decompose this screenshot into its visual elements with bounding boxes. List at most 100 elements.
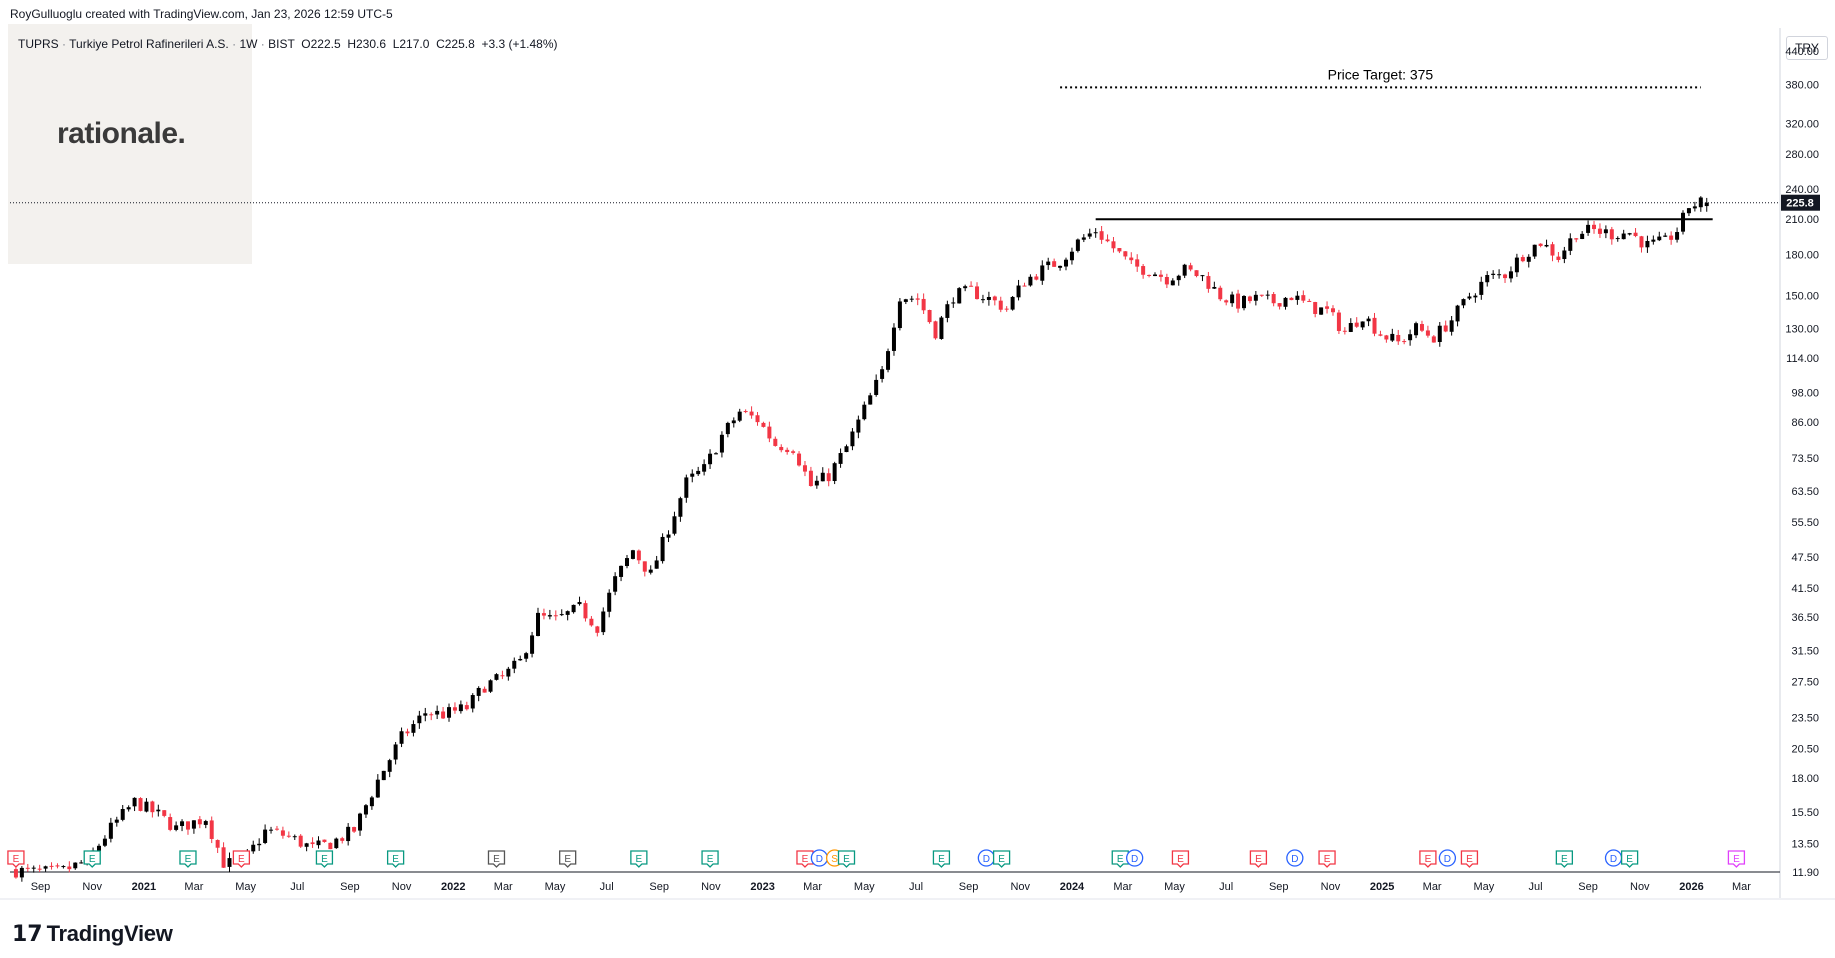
tradingview-mark-icon: 𝟭𝟳: [12, 921, 43, 946]
candle: [79, 860, 84, 864]
symbol-interval[interactable]: 1W: [239, 37, 258, 51]
candle-body: [1105, 239, 1110, 242]
price-tick-label: 180.00: [1785, 249, 1819, 261]
price-tick-label: 15.50: [1791, 807, 1819, 819]
candle: [1485, 271, 1490, 287]
candle-body: [1087, 233, 1092, 237]
candle-body: [1194, 270, 1199, 277]
price-tick-label: 73.50: [1791, 453, 1819, 465]
candle: [601, 607, 606, 636]
event-letter: E: [185, 854, 192, 865]
candle-body: [150, 801, 155, 813]
candle: [909, 295, 914, 303]
symbol-ticker[interactable]: TUPRS: [18, 37, 59, 51]
price-axis[interactable]: 440.00 380.00 320.00 280.00 240.00 210.00 180.…: [1781, 46, 1820, 879]
candle-body: [755, 415, 760, 423]
candle: [963, 284, 968, 292]
candle: [713, 452, 718, 455]
event-letter: E: [1117, 854, 1124, 865]
candle-body: [1657, 236, 1662, 241]
candle: [1532, 244, 1537, 259]
time-tick-label: 2026: [1679, 881, 1703, 893]
candle: [1348, 318, 1353, 333]
candle: [31, 865, 36, 873]
candle-body: [577, 602, 582, 605]
axes: [0, 28, 1835, 900]
candle-body: [1479, 281, 1484, 295]
candle: [1153, 272, 1158, 277]
ohlc-high: H230.6: [347, 37, 387, 51]
candle-body: [1520, 257, 1525, 262]
currency-unit-button[interactable]: TRY: [1786, 36, 1828, 60]
time-tick-label: Jul: [1529, 881, 1543, 893]
candle-body: [1550, 244, 1555, 256]
time-axis[interactable]: Sep Nov 2021 Mar May Jul Sep Nov 2022 Mar May Jul Se…: [31, 881, 1752, 893]
candle-body: [939, 317, 944, 339]
candle: [1330, 305, 1335, 316]
candle: [808, 466, 813, 487]
candle: [862, 401, 867, 421]
candle-body: [1704, 202, 1709, 207]
candle-body: [1508, 271, 1513, 279]
event-marker-e-icon: E: [1727, 850, 1746, 868]
candle: [1479, 276, 1484, 300]
candle-body: [464, 705, 469, 710]
candle-body: [749, 411, 754, 416]
candle-body: [1325, 306, 1330, 309]
candle-body: [678, 498, 683, 517]
symbol-name: Turkiye Petrol Rafinerileri A.S.: [69, 37, 229, 51]
price-tick-label: 13.50: [1791, 838, 1819, 850]
candle: [1170, 278, 1175, 286]
candle: [1004, 306, 1009, 312]
candle-body: [1040, 265, 1045, 281]
price-tick-label: 240.00: [1785, 184, 1819, 196]
candle: [1147, 274, 1152, 278]
candle-body: [1230, 294, 1235, 304]
ohlc-close: C225.8: [436, 37, 475, 51]
candle: [992, 295, 997, 306]
candle: [1580, 231, 1585, 240]
candle-body: [868, 395, 873, 405]
event-badge: [7, 850, 25, 868]
event-marker-e-icon: E: [1620, 850, 1639, 868]
time-tick-label: Mar: [1423, 881, 1442, 893]
event-marker-e-icon: E: [83, 850, 101, 868]
candle: [1259, 294, 1264, 298]
candle: [1247, 295, 1252, 304]
candle-body: [375, 779, 380, 798]
candle-body: [340, 838, 345, 841]
candle: [150, 800, 155, 818]
candle-body: [411, 724, 416, 733]
price-target-label: Price Target: 375: [1328, 66, 1434, 82]
candle: [274, 825, 279, 831]
candle: [1473, 293, 1478, 303]
candle: [820, 467, 825, 482]
candle-body: [1348, 323, 1353, 332]
candle: [488, 679, 493, 693]
candle-body: [1010, 296, 1015, 310]
time-tick-label: 2021: [132, 881, 156, 893]
candle: [25, 863, 30, 872]
candle-body: [185, 821, 190, 830]
candle-body: [642, 561, 647, 572]
event-letter: S: [831, 854, 838, 865]
candle-body: [43, 866, 48, 869]
candle-body: [666, 534, 671, 538]
time-tick-label: Sep: [1578, 881, 1598, 893]
candle-body: [636, 550, 641, 561]
candle-body: [1147, 274, 1152, 276]
candle: [1141, 263, 1146, 279]
candle-body: [1627, 233, 1632, 235]
candle-body: [310, 842, 315, 845]
candle: [358, 812, 363, 836]
candle: [589, 616, 594, 627]
event-marker-d-icon: D: [1286, 849, 1304, 867]
candle-body: [1461, 299, 1466, 306]
candle: [286, 831, 291, 838]
chart-author-watermark: RoyGulluoglu created with TradingView.co…: [10, 7, 393, 21]
candle-body: [1408, 334, 1413, 341]
candle-body: [874, 379, 879, 395]
candle: [708, 449, 713, 469]
tradingview-logo[interactable]: 𝟭𝟳 TradingView: [12, 920, 173, 948]
